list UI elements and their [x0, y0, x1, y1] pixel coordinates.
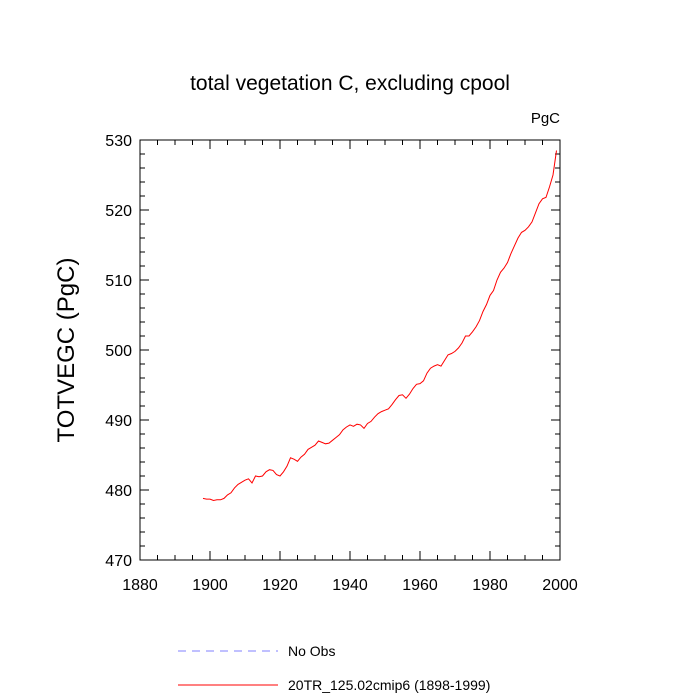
series-line-1 [202, 150, 557, 502]
x-tick-label: 1960 [402, 577, 438, 594]
y-tick-label: 510 [105, 273, 132, 290]
x-tick-label: 2000 [542, 577, 578, 594]
chart-title: total vegetation C, excluding cpool [190, 72, 510, 95]
y-tick-label: 470 [105, 553, 132, 570]
units-label: PgC [531, 110, 560, 127]
legend-label: No Obs [288, 643, 335, 659]
y-tick-label: 530 [105, 133, 132, 150]
axis-ticks: 1880 1900 1920 1940 1960 1980 2000 470 480 490 500… [105, 133, 578, 594]
y-tick-label: 480 [105, 483, 132, 500]
plot-area [202, 150, 557, 502]
y-axis-label: TOTVEGC (PgC) [53, 258, 80, 443]
x-tick-label: 1900 [192, 577, 228, 594]
y-tick-label: 520 [105, 203, 132, 220]
x-tick-label: 1940 [332, 577, 368, 594]
legend: No Obs 20TR_125.02cmip6 (1898-1999) [178, 643, 490, 693]
y-tick-label: 490 [105, 413, 132, 430]
x-tick-label: 1920 [262, 577, 298, 594]
x-tick-label: 1880 [122, 577, 158, 594]
x-tick-label: 1980 [472, 577, 508, 594]
y-tick-label: 500 [105, 343, 132, 360]
legend-label: 20TR_125.02cmip6 (1898-1999) [288, 677, 490, 693]
plot-frame [139, 139, 561, 561]
